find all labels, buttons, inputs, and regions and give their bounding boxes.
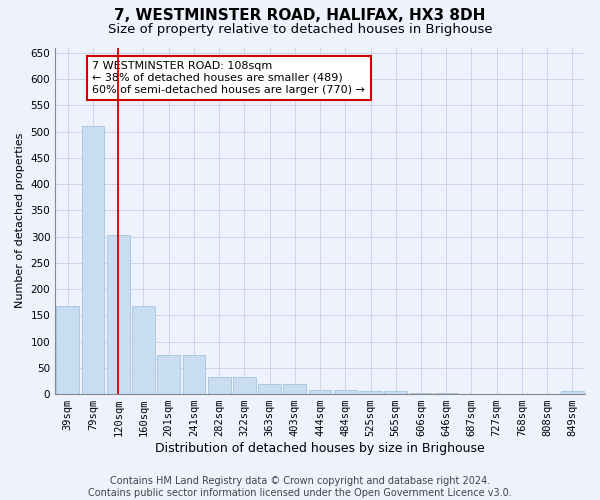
Bar (410, 392, 433, 394)
Bar (283, 384, 306, 394)
Bar (132, 306, 155, 394)
X-axis label: Distribution of detached houses by size in Brighouse: Distribution of detached houses by size … (155, 442, 485, 455)
Text: Contains HM Land Registry data © Crown copyright and database right 2024.
Contai: Contains HM Land Registry data © Crown c… (88, 476, 512, 498)
Bar (182, 354, 205, 394)
Text: Size of property relative to detached houses in Brighouse: Size of property relative to detached ho… (107, 22, 493, 36)
Text: 7, WESTMINSTER ROAD, HALIFAX, HX3 8DH: 7, WESTMINSTER ROAD, HALIFAX, HX3 8DH (115, 8, 485, 22)
Bar (157, 354, 180, 394)
Bar (309, 390, 331, 394)
Bar (334, 390, 356, 394)
Bar (107, 236, 130, 394)
Bar (56, 306, 79, 394)
Text: 7 WESTMINSTER ROAD: 108sqm
← 38% of detached houses are smaller (489)
60% of sem: 7 WESTMINSTER ROAD: 108sqm ← 38% of deta… (92, 62, 365, 94)
Bar (208, 378, 230, 394)
Bar (561, 392, 584, 394)
Bar (233, 378, 256, 394)
Bar (385, 392, 407, 394)
Y-axis label: Number of detached properties: Number of detached properties (15, 133, 25, 308)
Bar (82, 126, 104, 394)
Bar (435, 392, 458, 394)
Bar (258, 384, 281, 394)
Bar (359, 392, 382, 394)
